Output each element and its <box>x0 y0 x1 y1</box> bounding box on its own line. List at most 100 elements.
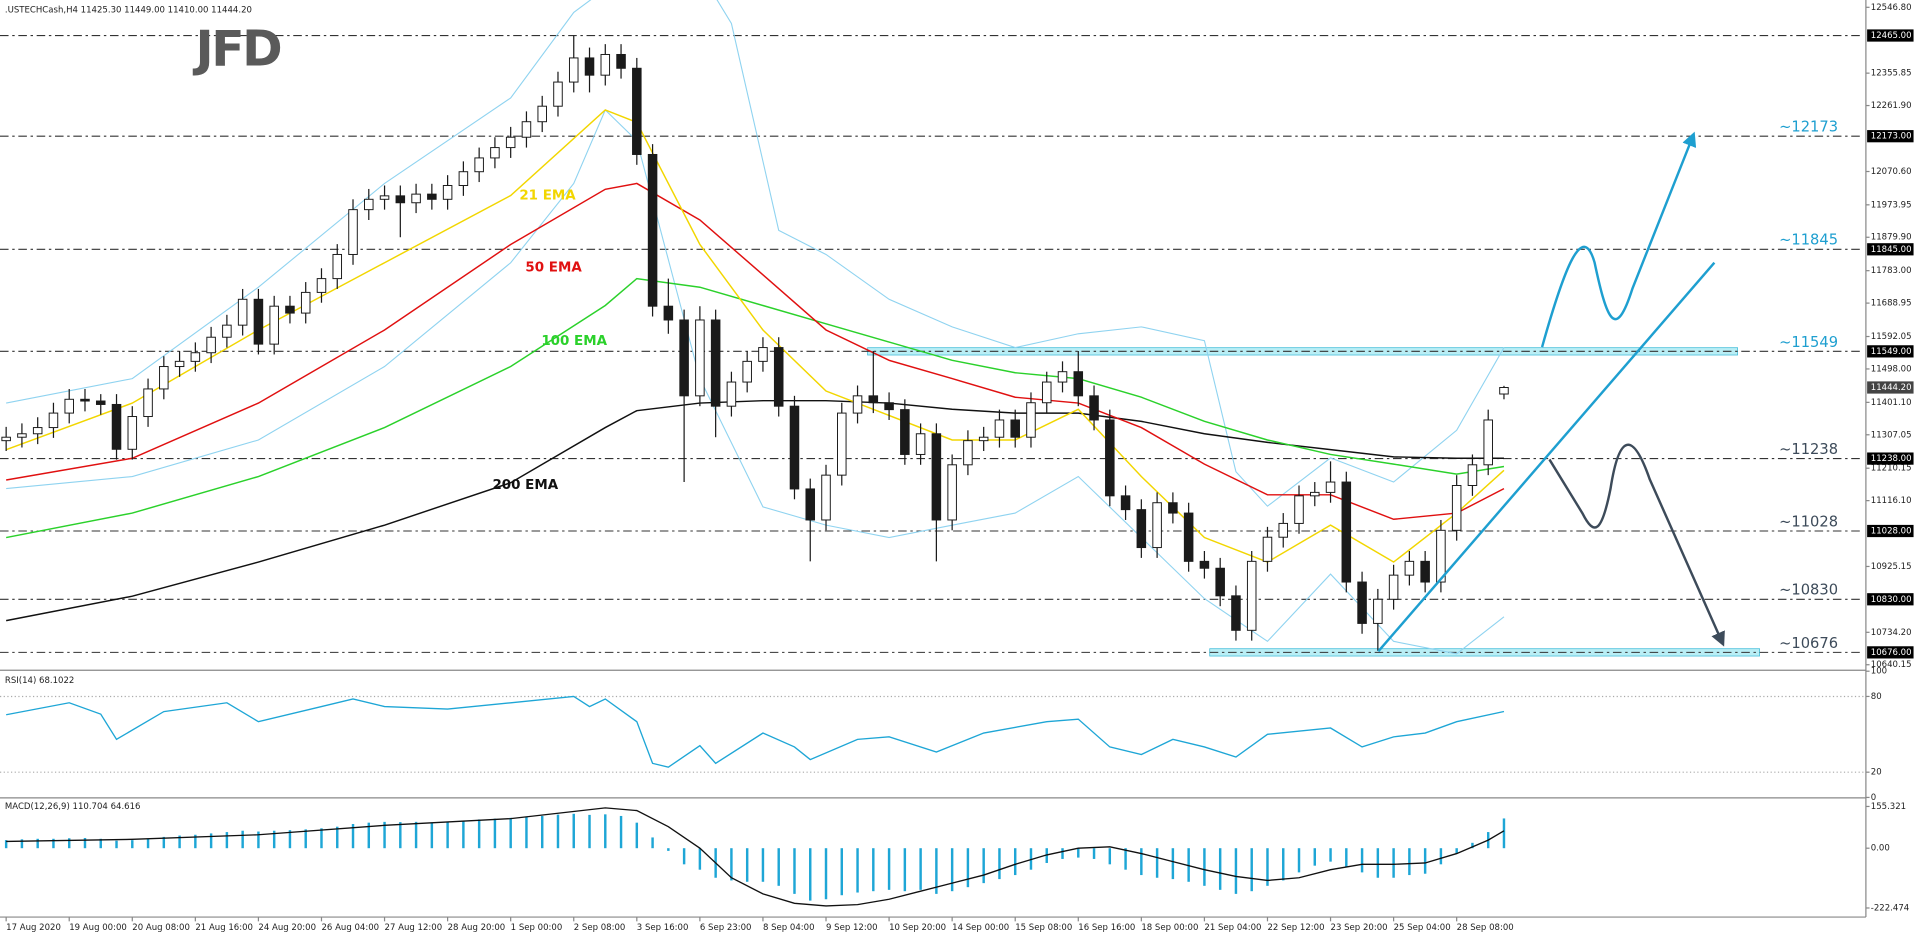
rsi-panel <box>6 695 1505 768</box>
macd-bar <box>698 848 702 870</box>
macd-bar <box>1013 848 1017 876</box>
macd-bar <box>414 821 418 849</box>
level-note: ~11845 <box>1779 232 1838 249</box>
macd-bar <box>1360 848 1364 873</box>
macd-bar <box>399 822 402 849</box>
x-tick-label: 14 Sep 00:00 <box>952 923 1009 933</box>
y-tick-label: 11592.05 <box>1871 332 1912 342</box>
y-tick-label: 10640.15 <box>1871 660 1912 670</box>
candle-body <box>1310 491 1320 497</box>
macd-bar <box>20 839 24 849</box>
macd-bar <box>241 830 244 849</box>
indicator-line <box>6 277 1505 539</box>
macd-bar <box>556 814 560 849</box>
x-tick-label: 24 Aug 20:00 <box>258 923 316 933</box>
macd-bar <box>131 840 134 849</box>
candle-body <box>773 347 784 407</box>
macd-bar <box>162 836 166 849</box>
candle-body <box>332 253 343 280</box>
macd-bar <box>540 815 544 849</box>
x-tick-label: 23 Sep 20:00 <box>1331 923 1388 933</box>
macd-bar <box>1408 848 1411 876</box>
macd-bar <box>1077 848 1080 858</box>
macd-bar <box>1108 848 1112 865</box>
macd-bar <box>336 826 339 849</box>
macd-bar <box>1392 848 1395 878</box>
candle-body <box>1168 502 1178 514</box>
y-tick-label: 12070.60 <box>1871 167 1912 177</box>
level-label: 12465.00 <box>1871 31 1912 41</box>
candle-body <box>710 319 721 407</box>
candle-body <box>411 193 421 204</box>
macd-bar <box>872 848 875 892</box>
series-label: 50 EMA <box>525 261 582 276</box>
macd-bar <box>194 834 197 849</box>
macd-bar <box>320 828 323 849</box>
candle-body <box>190 352 201 362</box>
level-note: ~11549 <box>1779 334 1838 351</box>
candle-body <box>568 57 579 83</box>
candle-body <box>600 53 611 76</box>
macd-bar <box>824 848 828 900</box>
macd-bar <box>430 822 434 849</box>
candle-body <box>695 319 705 397</box>
candle-body <box>364 198 374 211</box>
level-label-box <box>1867 646 1914 659</box>
macd-bar <box>745 848 749 882</box>
macd-bar <box>1455 848 1458 854</box>
logo: JFD <box>193 21 281 78</box>
macd-bar <box>178 835 181 849</box>
candle-body <box>1499 387 1509 395</box>
candle-body <box>758 347 768 362</box>
y-tick-label: 12546.80 <box>1871 3 1912 13</box>
candle-body <box>237 298 248 326</box>
macd-bar <box>1297 848 1301 873</box>
candle-body <box>1341 481 1352 583</box>
candle-body <box>1483 419 1493 466</box>
candle-body <box>111 403 122 450</box>
x-tick-label: 21 Sep 04:00 <box>1204 923 1261 933</box>
candle-body <box>32 427 43 435</box>
macd-bar <box>383 821 386 849</box>
macd-bar <box>351 824 355 849</box>
candle-body <box>632 67 642 155</box>
candle-body <box>1436 529 1446 583</box>
candle-body <box>1467 464 1478 486</box>
level-label-box <box>1867 243 1914 256</box>
x-tick-label: 8 Sep 04:00 <box>763 923 815 933</box>
macd-bar <box>477 819 481 849</box>
macd-bar <box>146 838 150 849</box>
macd-bar <box>1092 848 1096 859</box>
macd-bar <box>288 830 292 849</box>
x-tick-label: 16 Sep 16:00 <box>1078 923 1135 933</box>
macd-bar <box>619 815 623 849</box>
macd-title: MACD(12,26,9) 110.704 64.616 <box>5 802 141 812</box>
candle-body <box>900 409 910 455</box>
candle-body <box>64 398 74 414</box>
macd-bar <box>1471 842 1474 849</box>
candle-body <box>427 193 437 200</box>
macd-bar <box>209 833 213 849</box>
candle-body <box>1041 381 1052 404</box>
candle-body <box>852 395 863 414</box>
scenario-drawings <box>1377 131 1725 653</box>
x-tick-label: 26 Aug 04:00 <box>321 923 379 933</box>
candle-body <box>1420 560 1430 583</box>
macd-bar <box>1282 848 1285 881</box>
candle-body <box>1183 512 1194 562</box>
y-tick-label: 0.00 <box>1871 844 1890 854</box>
candle-body <box>300 291 311 314</box>
x-tick-label: 18 Sep 00:00 <box>1141 923 1198 933</box>
y-tick-label: 11688.95 <box>1871 299 1912 309</box>
rsi-title: RSI(14) 68.1022 <box>5 676 74 686</box>
macd-bar <box>257 831 260 849</box>
candle-body <box>348 209 358 255</box>
y-tick-label: 11401.10 <box>1871 398 1912 408</box>
candle-body <box>1357 581 1367 624</box>
y-tick-label: 20 <box>1871 768 1882 778</box>
level-note: ~11238 <box>1779 441 1838 458</box>
candle-body <box>1451 485 1462 531</box>
macd-bar <box>1203 848 1206 886</box>
macd-bar <box>67 838 71 849</box>
